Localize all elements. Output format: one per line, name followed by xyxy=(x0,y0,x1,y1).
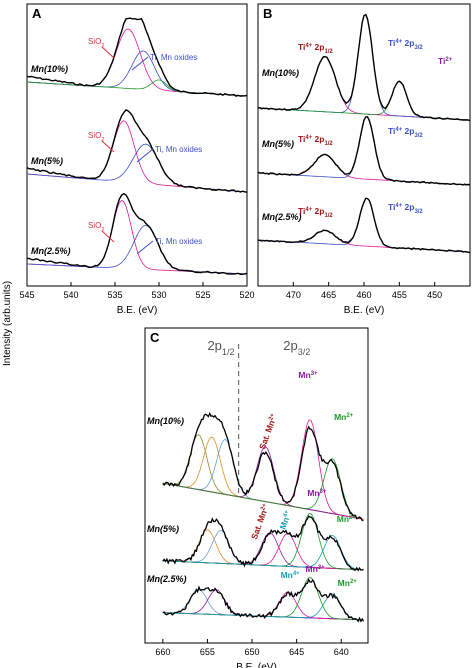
panel-a-data-0 xyxy=(26,17,248,97)
panel-a-data-2 xyxy=(27,192,248,275)
panel-a-spectrum-label-2: Mn(2.5%) xyxy=(31,246,71,256)
panel-a-spectrum-1: Mn(5%) xyxy=(26,109,248,193)
panel-b-fit-2-0 xyxy=(257,230,471,253)
panel-c-spectrum-0: Mn(10%) xyxy=(147,411,364,522)
panel-c-data-2 xyxy=(162,578,365,623)
panel-a-annotation-3: Ti, Mn oxides xyxy=(155,145,202,154)
panel-b-annotation-0: Ti4+ 2p1/2 xyxy=(298,42,333,55)
panel-c-xtick-label-2: 650 xyxy=(245,647,260,657)
panel-b-spectrum-label-1: Mn(5%) xyxy=(262,139,294,149)
panel-c-spectrum-2: Mn(2.5%) xyxy=(147,574,365,623)
panel-c-xlabel: B.E. (eV) xyxy=(236,662,277,668)
panel-b-xlabel: B.E. (eV) xyxy=(344,305,385,316)
panel-c-data-1 xyxy=(162,515,364,572)
panel-b-annotation-3: Ti4+ 2p1/2 xyxy=(298,134,333,147)
panel-a-annotation-4: SiO2 xyxy=(88,221,104,233)
panel-a-xtick-label-1: 540 xyxy=(63,290,78,300)
panel-c-frame xyxy=(144,327,369,644)
panel-c-xtick-label-0: 660 xyxy=(155,647,170,657)
panel-a-xlabel: B.E. (eV) xyxy=(117,305,158,316)
panel-a-arrow-4 xyxy=(101,230,115,243)
panel-c-annotation-7: Mn4+ xyxy=(281,570,301,580)
panel-c-annotation-0: Sat. Mn2+ xyxy=(257,412,279,451)
panel-a-annotation-0: SiO2 xyxy=(88,37,104,49)
panel-b-spectrum-label-0: Mn(10%) xyxy=(262,68,299,78)
panel-b-xtick-label-0: 470 xyxy=(286,290,301,300)
panel-c-region-label-0: 2p1/2 xyxy=(207,338,234,357)
panel-b-spectrum-0: Mn(10%) xyxy=(257,13,471,122)
panel-c-data-0 xyxy=(162,411,364,522)
panel-c-spectrum-1: Mn(5%) xyxy=(147,513,364,572)
panel-c-xtick-label-1: 655 xyxy=(200,647,215,657)
shared-ylabel: Intensity (arb.units) xyxy=(2,281,13,366)
panel-b-annotation-6: Ti4+ 2p3/2 xyxy=(388,202,423,215)
panel-b-fit-1-0 xyxy=(257,153,471,186)
panel-b-annotation-1: Ti4+ 2p3/2 xyxy=(388,38,423,51)
panel-c-spectrum-label-2: Mn(2.5%) xyxy=(147,574,187,584)
panel-a-arrow-0 xyxy=(101,46,115,59)
panel-a-xtick-label-5: 520 xyxy=(239,290,254,300)
panel-c-annotation-8: Mn3+ xyxy=(306,564,326,574)
panel-b-data-1 xyxy=(257,116,471,186)
panel-b-xtick-label-2: 460 xyxy=(356,290,371,300)
panel-c-annotation-6: Mn2+ xyxy=(337,514,357,524)
panel-c-spectrum-label-1: Mn(5%) xyxy=(147,524,179,534)
panel-c-annotation-2: Mn2+ xyxy=(334,412,354,422)
panel-c-spectrum-label-0: Mn(10%) xyxy=(147,416,184,426)
panel-b-fit-2-1 xyxy=(257,197,471,253)
panel-c-fit-0-5 xyxy=(162,458,358,518)
panel-c-xtick-label-4: 640 xyxy=(334,647,349,657)
panel-b-spectrum-2: Mn(2.5%) xyxy=(257,197,471,254)
panel-a-fit-1-1 xyxy=(26,143,248,193)
panel-a-spectrum-label-0: Mn(10%) xyxy=(31,64,68,74)
panel-a-letter: A xyxy=(32,6,42,21)
panel-b-data-2 xyxy=(258,197,471,254)
panel-c-annotation-1: Mn3+ xyxy=(298,370,318,380)
panel-c-fit-1-5 xyxy=(162,534,358,570)
panel-a-xtick-label-0: 545 xyxy=(19,290,34,300)
panel-a-frame xyxy=(26,3,248,287)
panel-b-xtick-label-1: 465 xyxy=(321,290,336,300)
panel-a-xtick-label-2: 535 xyxy=(107,290,122,300)
panel-b-annotation-5: Ti4+ 2p1/2 xyxy=(298,206,333,219)
panel-b-xtick-label-3: 455 xyxy=(392,290,407,300)
panel-b-annotation-4: Ti4+ 2p3/2 xyxy=(388,126,423,139)
panel-a-spectrum-label-1: Mn(5%) xyxy=(31,156,63,166)
panel-a-annotation-2: SiO2 xyxy=(88,131,104,143)
panel-a-annotation-1: Ti, Mn oxides xyxy=(150,53,197,62)
panel-a-xtick-label-3: 530 xyxy=(151,290,166,300)
panel-a-xtick-label-4: 525 xyxy=(195,290,210,300)
panel-c-annotation-4: Mn4+ xyxy=(278,509,294,531)
panel-b-annotation-2: Ti2+ xyxy=(438,56,453,66)
panel-a-data-1 xyxy=(26,109,248,193)
panel-b-spectrum-label-2: Mn(2.5%) xyxy=(262,212,302,222)
panel-b-xtick-label-4: 450 xyxy=(427,290,442,300)
panel-c-fit-0-4 xyxy=(162,419,358,519)
panel-b-spectrum-1: Mn(5%) xyxy=(257,116,471,186)
panel-c-fit-1-1 xyxy=(162,530,358,570)
panel-a-annotation-5: Ti, Mn oxides xyxy=(155,237,202,246)
panel-a-fit-0-0 xyxy=(26,28,248,97)
panel-b-letter: B xyxy=(263,6,272,21)
panel-a-arrow-5 xyxy=(136,240,154,255)
panel-a-arrow-2 xyxy=(101,140,115,153)
panel-c-annotation-9: Mn2+ xyxy=(338,578,358,588)
panel-a-spectrum-2: Mn(2.5%) xyxy=(26,192,248,275)
panel-b-data-0 xyxy=(257,13,471,122)
panel-b-fit-0-2 xyxy=(257,80,471,121)
panel-c-xtick-label-3: 645 xyxy=(289,647,304,657)
panel-c-region-label-1: 2p3/2 xyxy=(283,338,310,357)
panel-a-arrow-3 xyxy=(136,148,154,163)
panel-c-annotation-5: Mn3+ xyxy=(307,488,327,498)
panel-a-arrow-1 xyxy=(131,56,149,71)
panel-c-letter: C xyxy=(150,330,160,345)
panel-a-spectrum-0: Mn(10%) xyxy=(26,17,248,97)
